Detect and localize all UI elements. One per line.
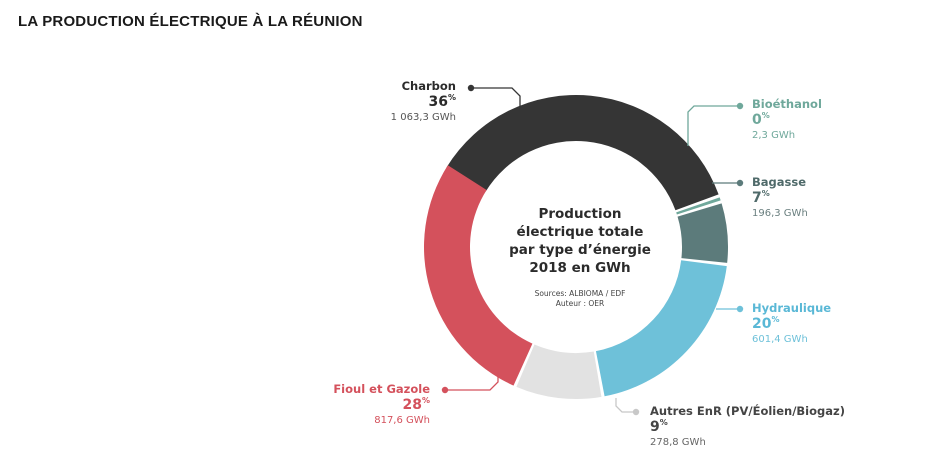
- center-title-line-4: 2018 en GWh: [529, 260, 630, 276]
- segment-value: 817,6 GWh: [374, 415, 430, 426]
- segment-name: Bagasse: [752, 175, 806, 189]
- leader-line-bioethanol: [687, 105, 740, 146]
- donut-segment-charbon: [446, 94, 719, 211]
- donut-segment-hydraulique: [595, 260, 727, 397]
- leader-line-fioul-et-gazole: [445, 372, 499, 391]
- donut-segment-fioul-et-gazole: [424, 165, 533, 386]
- segment-value: 196,3 GWh: [752, 208, 808, 219]
- donut-segment-autres-enr-pv-eolien-biogaz: [516, 344, 602, 399]
- segment-name: Charbon: [402, 79, 456, 93]
- leader-dot-hydraulique: [736, 305, 744, 313]
- donut-center: Production électrique totale par type d’…: [509, 206, 651, 308]
- segment-value: 278,8 GWh: [650, 437, 706, 448]
- segment-percent: 28%: [403, 396, 431, 413]
- leader-dot-bioethanol: [736, 102, 744, 110]
- segment-value: 1 063,3 GWh: [391, 112, 456, 123]
- segment-percent: 0%: [752, 111, 770, 128]
- segment-percent: 7%: [752, 189, 770, 206]
- segment-percent: 36%: [429, 93, 457, 110]
- center-title-line-3: par type d’énergie: [509, 242, 651, 258]
- segment-name: Autres EnR (PV/Éolien/Biogaz): [650, 403, 845, 418]
- center-title-line-1: Production: [538, 206, 621, 222]
- segment-percent: 9%: [650, 418, 668, 435]
- leader-dot-fioul-et-gazole: [441, 386, 449, 394]
- leader-dot-bagasse: [736, 179, 744, 187]
- author-text: Auteur : OER: [556, 299, 604, 308]
- donut-arcs: [424, 94, 728, 399]
- donut-segment-bagasse: [677, 203, 728, 263]
- segment-label-autres-enr-pv-eolien-biogaz: Autres EnR (PV/Éolien/Biogaz)9% 278,8 GWh: [650, 403, 845, 448]
- leader-line-autres-enr-pv-eolien-biogaz: [615, 398, 636, 413]
- center-title-line-2: électrique totale: [517, 224, 644, 240]
- segment-name: Hydraulique: [752, 301, 831, 315]
- segment-value: 2,3 GWh: [752, 130, 795, 141]
- segment-value: 601,4 GWh: [752, 334, 808, 345]
- segment-percent: 20%: [752, 315, 780, 332]
- leader-line-charbon: [471, 87, 521, 108]
- leader-dot-charbon: [467, 84, 475, 92]
- sources-text: Sources: ALBIOMA / EDF: [535, 289, 626, 298]
- donut-segment-bioethanol: [676, 197, 721, 215]
- leader-dot-autres-enr-pv-eolien-biogaz: [632, 408, 640, 416]
- segment-name: Fioul et Gazole: [333, 382, 430, 396]
- leader-lines: [441, 84, 744, 416]
- page-title: LA PRODUCTION ÉLECTRIQUE À LA RÉUNION: [18, 13, 363, 30]
- segment-name: Bioéthanol: [752, 97, 822, 111]
